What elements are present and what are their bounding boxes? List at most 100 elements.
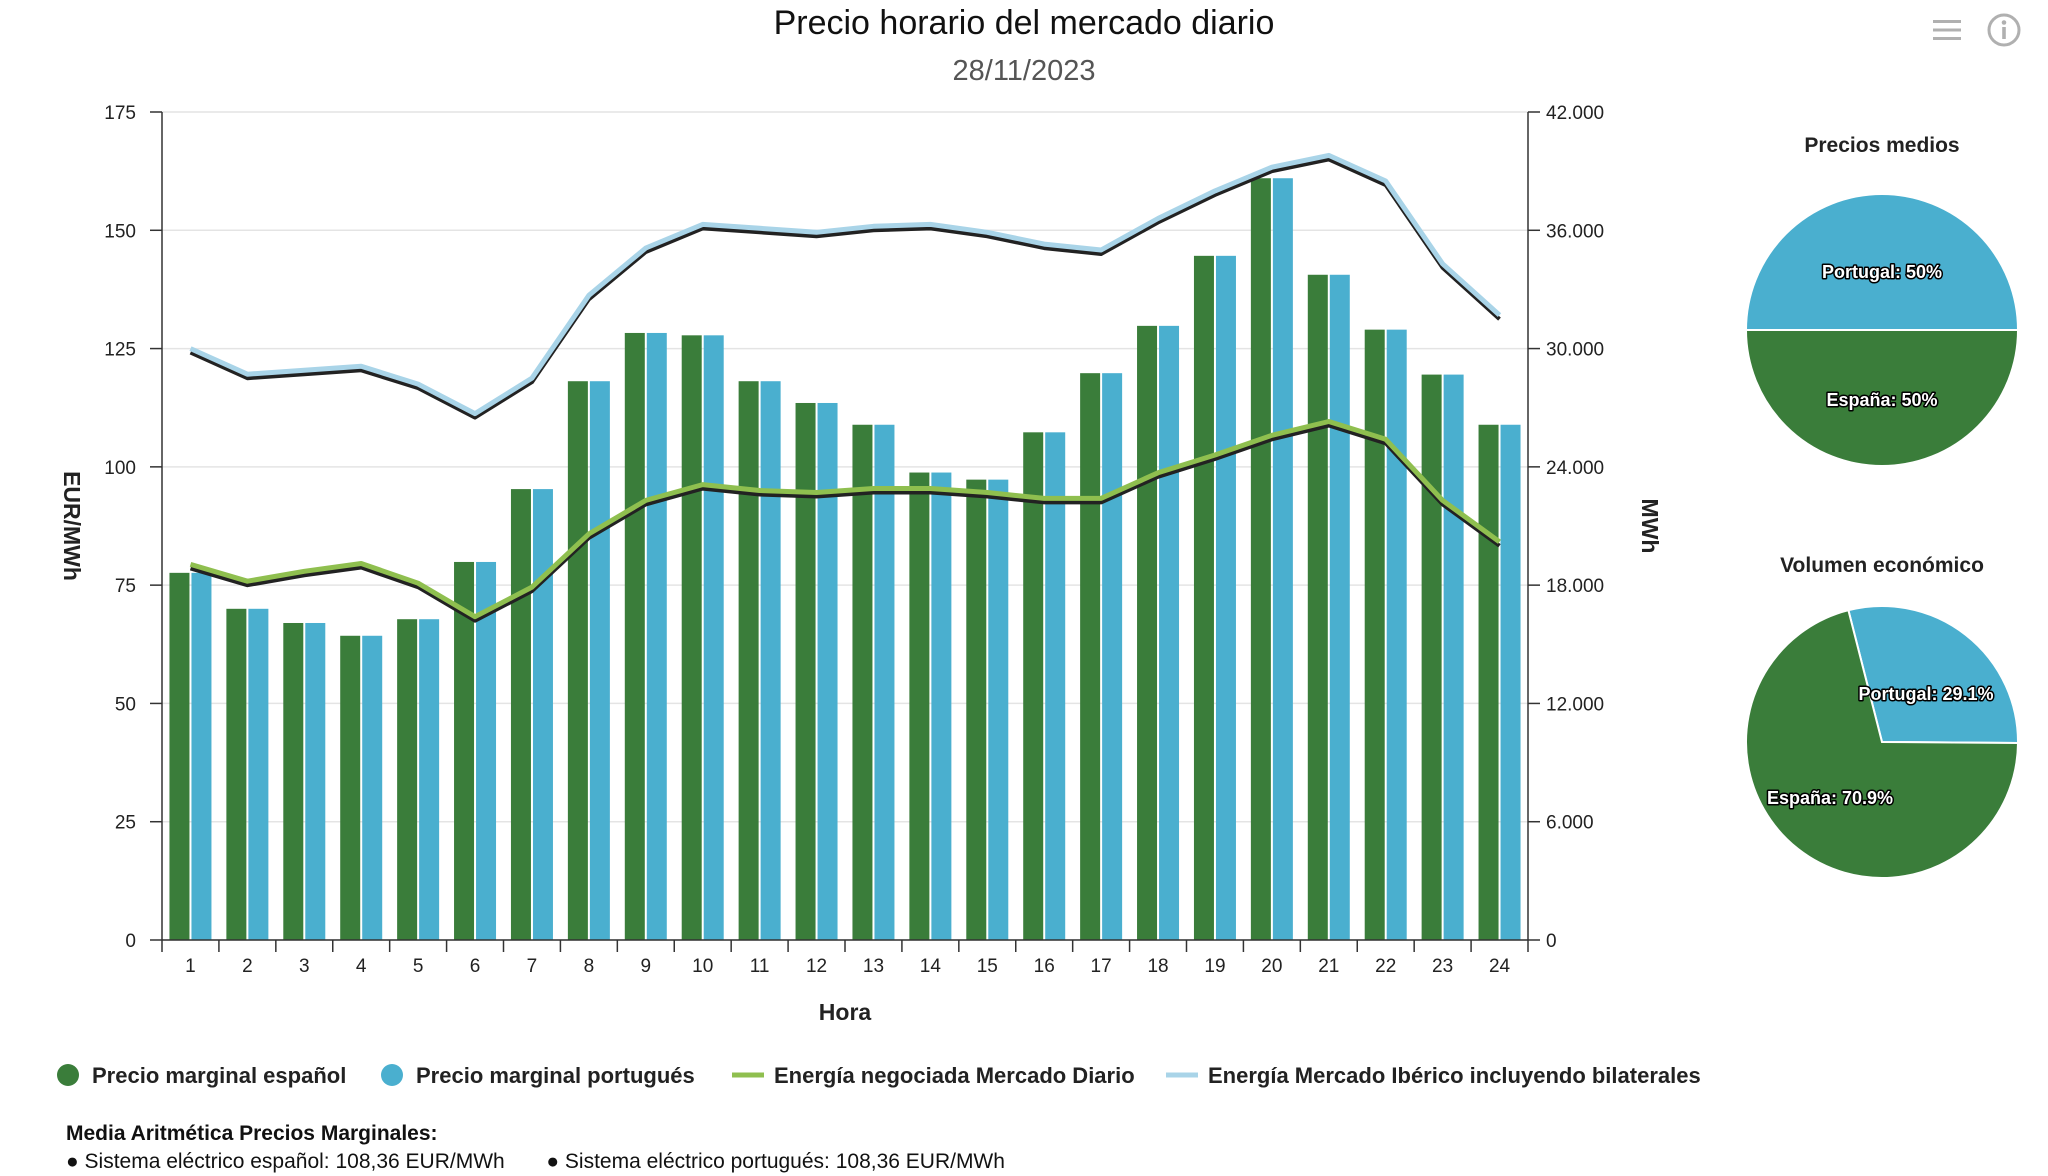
series-line — [189, 152, 1502, 417]
grid-lines — [162, 111, 1528, 941]
bar-portugal — [362, 635, 383, 940]
x-axis-title: Hora — [819, 999, 872, 1025]
series-line-shadow — [189, 157, 1501, 420]
bar-portugal — [1329, 274, 1350, 941]
pie-slice-label: España: 50% — [1826, 390, 1937, 410]
bar-spain — [567, 381, 588, 941]
bar-spain — [226, 608, 247, 940]
x-tick-label: 13 — [863, 956, 884, 977]
pie-slice-label: Portugal: 50% — [1822, 262, 1942, 282]
bar-spain — [1250, 178, 1271, 941]
bar-spain — [1478, 424, 1499, 940]
y-tick-label: 100 — [104, 458, 136, 479]
bar-spain — [1080, 373, 1101, 940]
bar-portugal — [1045, 432, 1066, 940]
bar-portugal — [419, 619, 440, 940]
pie-slice-label: Portugal: 29.1% — [1858, 684, 1993, 704]
y2-axis-title: MWh — [1637, 499, 1663, 554]
y-tick-label: 0 — [125, 931, 136, 952]
series-line — [189, 419, 1501, 620]
x-tick-label: 6 — [470, 956, 481, 977]
bar-portugal — [532, 489, 553, 940]
hamburger-menu-icon[interactable] — [1927, 10, 1967, 50]
pie-slice — [1744, 329, 2020, 467]
notes-spain: ● Sistema eléctrico español: 108,36 EUR/… — [66, 1150, 505, 1173]
legend-label: Energía Mercado Ibérico incluyendo bilat… — [1208, 1063, 1701, 1088]
chart-title: Precio horario del mercado diario — [774, 4, 1275, 42]
series-line-shadow — [189, 423, 1501, 623]
bar-portugal — [1102, 373, 1123, 940]
chart-subtitle: 28/11/2023 — [953, 55, 1096, 87]
bar-spain — [681, 335, 702, 940]
bar-spain — [1307, 274, 1328, 941]
legend-marker — [57, 1064, 79, 1086]
x-tick-label: 11 — [750, 956, 770, 977]
y-tick-label: 50 — [115, 694, 136, 715]
x-tick-label: 9 — [641, 956, 652, 977]
pie-charts: Precios medios Portugal: 50% España: 50% Vo… — [1744, 134, 2020, 879]
y2-tick-label: 24.000 — [1546, 458, 1604, 479]
y2-tick-label: 30.000 — [1546, 340, 1604, 361]
x-tick-label: 14 — [920, 956, 942, 977]
x-tick-label: 7 — [527, 956, 538, 977]
pie-title: Precios medios — [1804, 134, 1959, 157]
pie-title: Volumen económico — [1780, 554, 1984, 577]
bar-spain — [510, 489, 531, 940]
bar-spain — [795, 402, 816, 940]
bar-spain — [340, 635, 361, 940]
y2-tick-label: 42.000 — [1546, 103, 1604, 124]
axes: 025507510012515017506.00012.00018.00024.… — [59, 103, 1663, 1025]
y-tick-label: 125 — [104, 340, 136, 361]
info-circle-icon[interactable] — [1984, 10, 2024, 50]
x-tick-label: 5 — [413, 956, 424, 977]
bar-portugal — [191, 572, 212, 940]
bar-spain — [624, 332, 645, 940]
x-tick-label: 4 — [356, 956, 367, 977]
legend-label: Precio marginal portugués — [416, 1063, 695, 1088]
bar-spain — [283, 622, 304, 940]
bar-spain — [1421, 374, 1442, 940]
legend: Precio marginal español Precio marginal p… — [57, 1063, 1701, 1088]
x-tick-label: 10 — [692, 956, 713, 977]
y-tick-label: 75 — [115, 576, 136, 597]
bar-portugal — [1500, 424, 1521, 940]
x-tick-label: 1 — [185, 956, 196, 977]
notes-heading: Media Aritmética Precios Marginales: — [66, 1122, 438, 1145]
bar-portugal — [305, 622, 326, 940]
bar-spain — [1193, 255, 1214, 940]
pie-slice — [1744, 193, 2020, 331]
bar-spain — [454, 561, 475, 940]
legend-label: Energía negociada Mercado Diario — [774, 1063, 1135, 1088]
bar-spain — [169, 572, 190, 940]
y2-tick-label: 0 — [1546, 931, 1557, 952]
x-tick-label: 24 — [1489, 956, 1511, 977]
y2-tick-label: 36.000 — [1546, 221, 1604, 242]
bar-spain — [852, 424, 873, 940]
legend-label: Precio marginal español — [92, 1063, 346, 1088]
bar-spain — [397, 619, 418, 940]
bar-portugal — [646, 332, 667, 940]
pie-slice — [1745, 608, 2020, 879]
bar-portugal — [988, 479, 1009, 940]
bar-portugal — [1272, 178, 1293, 941]
bar-portugal — [817, 402, 838, 940]
bar-spain — [966, 479, 987, 940]
y2-tick-label: 12.000 — [1546, 694, 1604, 715]
y2-tick-label: 18.000 — [1546, 576, 1604, 597]
bar-spain — [909, 472, 930, 940]
bar-portugal — [476, 561, 497, 940]
y2-tick-label: 6.000 — [1546, 813, 1594, 834]
bar-portugal — [589, 381, 610, 941]
y-axis-title: EUR/MWh — [59, 471, 85, 581]
bar-portugal — [931, 472, 952, 940]
line-series — [189, 152, 1502, 623]
notes-values: ● Sistema eléctrico español: 108,36 EUR/… — [66, 1148, 1005, 1176]
bar-portugal — [1215, 255, 1236, 940]
y-tick-label: 175 — [104, 103, 136, 124]
bar-portugal — [248, 608, 269, 940]
x-tick-label: 3 — [299, 956, 310, 977]
average-prices-notes: Media Aritmética Precios Marginales: ● S… — [66, 1120, 1005, 1176]
bar-series — [169, 178, 1521, 941]
x-tick-label: 8 — [584, 956, 595, 977]
